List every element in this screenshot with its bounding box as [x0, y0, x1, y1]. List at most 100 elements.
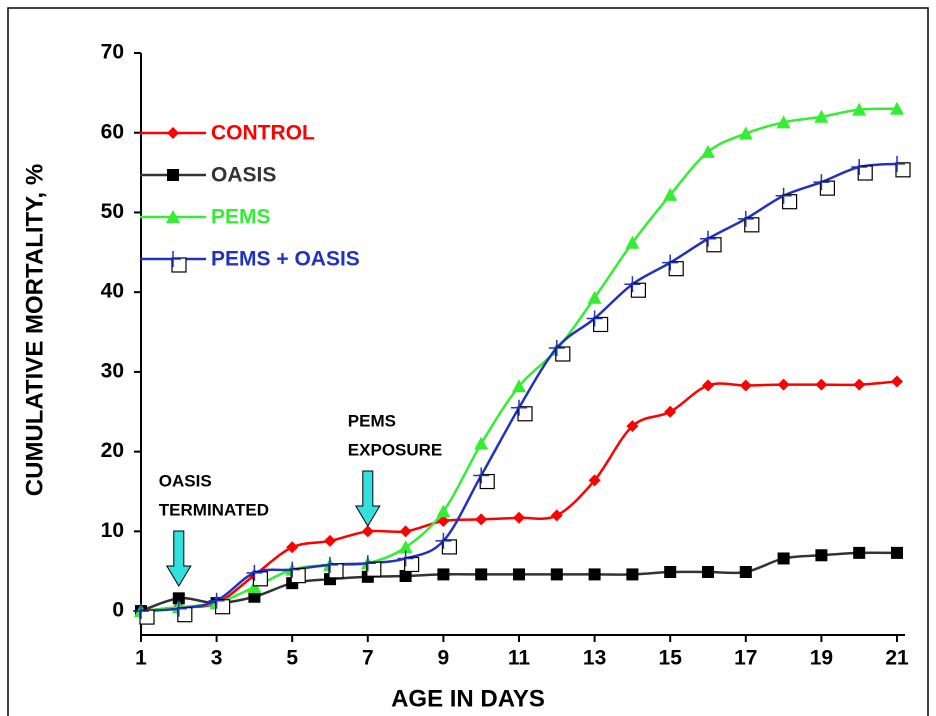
marker [737, 210, 760, 233]
marker-box [252, 571, 268, 587]
marker [170, 600, 193, 623]
marker-box [630, 282, 647, 298]
marker-plus [133, 603, 149, 620]
marker [248, 590, 261, 603]
marker [588, 474, 601, 487]
x-tick-label: 13 [583, 647, 606, 670]
marker [738, 126, 753, 140]
marker [286, 541, 299, 554]
marker-box [781, 194, 798, 210]
marker [891, 546, 903, 559]
marker-box [215, 599, 231, 615]
marker [473, 467, 495, 490]
marker [513, 568, 525, 581]
marker-plus [284, 561, 301, 578]
marker [889, 155, 911, 178]
marker [324, 534, 336, 547]
y-tick-label: 30 [101, 359, 124, 382]
marker-box [366, 561, 382, 577]
marker-plus [700, 230, 716, 247]
marker [172, 592, 185, 605]
marker-plus [851, 159, 868, 176]
frame [7, 7, 929, 716]
marker-box [555, 346, 571, 362]
marker [512, 379, 526, 393]
marker [777, 378, 790, 391]
x-tick-label: 21 [885, 647, 909, 670]
marker [851, 159, 873, 181]
marker-box [171, 257, 187, 273]
y-tick-label: 50 [101, 200, 124, 223]
marker [776, 115, 791, 129]
marker-plus [662, 254, 679, 271]
x-tick-label: 11 [508, 647, 531, 670]
marker [436, 504, 451, 518]
marker [624, 276, 647, 298]
marker-plus [775, 187, 792, 204]
marker-box [819, 180, 836, 196]
marker [475, 513, 488, 526]
marker-box [857, 165, 873, 181]
marker [167, 169, 179, 181]
marker [588, 568, 601, 581]
x-tick-label: 9 [438, 647, 450, 670]
marker [511, 399, 533, 422]
marker [662, 254, 684, 277]
marker [852, 102, 867, 116]
y-tick-label: 20 [101, 439, 124, 462]
marker-plus [624, 276, 641, 293]
annotation: EXPOSURE [348, 440, 442, 459]
y-tick-label: 60 [101, 120, 124, 143]
marker-plus [737, 210, 754, 227]
marker-plus [322, 556, 338, 573]
marker [550, 509, 563, 522]
x-axis-title: AGE IN DAYS [391, 685, 545, 712]
marker-box [479, 473, 495, 490]
legend-label: PEMS [211, 206, 271, 229]
marker [775, 187, 798, 210]
marker-box [706, 237, 722, 253]
marker-plus [246, 564, 263, 581]
marker-plus [170, 600, 187, 617]
marker [475, 568, 488, 581]
marker [739, 379, 752, 392]
legend-label: PEMS + OASIS [211, 248, 360, 271]
marker [664, 566, 677, 579]
marker [739, 566, 752, 579]
marker-plus [813, 174, 830, 191]
marker [626, 420, 639, 433]
x-tick-label: 5 [286, 647, 298, 670]
marker [777, 552, 790, 565]
legend-label: CONTROL [211, 122, 315, 145]
annotation: TERMINATED [159, 500, 269, 519]
marker-box [668, 261, 684, 277]
marker [853, 378, 866, 391]
marker-box [404, 556, 420, 573]
marker [435, 532, 457, 555]
x-tick-label: 15 [659, 647, 683, 670]
annotation: PEMS [348, 411, 396, 430]
marker [437, 514, 450, 527]
marker [625, 235, 640, 249]
marker [700, 230, 722, 253]
marker-box [744, 217, 760, 233]
x-tick-label: 1 [135, 647, 147, 670]
annotation: OASIS [159, 471, 212, 490]
marker [359, 555, 382, 577]
marker [814, 109, 829, 123]
y-tick-label: 10 [101, 519, 124, 542]
marker-plus [473, 467, 490, 484]
marker [626, 568, 639, 581]
marker [815, 549, 828, 562]
y-axis-title: CUMULATIVE MORTALITY, % [21, 164, 48, 496]
marker-box [139, 609, 155, 625]
marker [208, 592, 231, 615]
marker [702, 566, 714, 579]
marker [247, 580, 262, 594]
marker-plus [397, 550, 414, 567]
marker [167, 127, 179, 139]
x-tick-label: 19 [810, 647, 833, 670]
marker-plus [208, 592, 225, 609]
marker [550, 568, 563, 581]
